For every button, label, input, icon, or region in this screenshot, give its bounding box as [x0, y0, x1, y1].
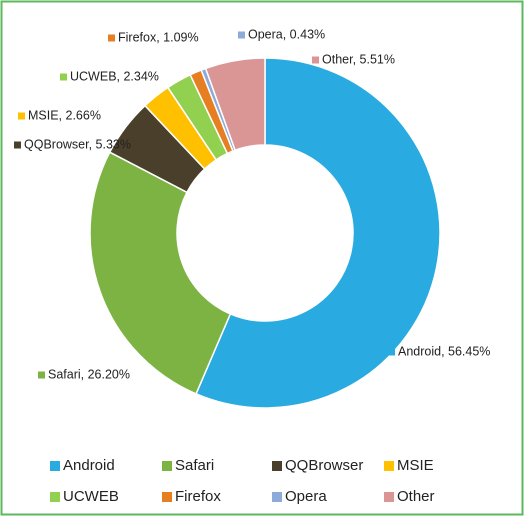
- data-label: Firefox, 1.09%: [118, 30, 199, 44]
- data-label-marker: [18, 112, 25, 120]
- legend-label: Safari: [175, 457, 214, 474]
- legend-label: Firefox: [175, 488, 221, 505]
- legend-marker: [50, 461, 60, 471]
- legend-label: Opera: [285, 488, 327, 505]
- legend-label: QQBrowser: [285, 457, 363, 474]
- legend-label: MSIE: [397, 457, 434, 474]
- legend-label: UCWEB: [63, 488, 119, 505]
- legend-marker: [272, 461, 282, 471]
- data-label: Safari, 26.20%: [48, 367, 130, 381]
- legend-marker: [272, 492, 282, 502]
- legend-marker: [162, 461, 172, 471]
- data-label: QQBrowser, 5.33%: [24, 137, 131, 151]
- legend-marker: [384, 461, 394, 471]
- data-label: Opera, 0.43%: [248, 27, 325, 41]
- data-label: Android, 56.45%: [398, 344, 490, 358]
- donut-segment: [195, 57, 441, 409]
- donut-segment: [204, 57, 266, 152]
- data-label-marker: [238, 31, 245, 39]
- legend-label: Other: [397, 488, 435, 505]
- data-label-marker: [108, 34, 115, 42]
- data-label-marker: [38, 371, 45, 379]
- legend-marker: [384, 492, 394, 502]
- data-label-marker: [60, 73, 67, 81]
- data-label-marker: [312, 56, 319, 64]
- data-label: MSIE, 2.66%: [28, 108, 101, 122]
- legend-marker: [50, 492, 60, 502]
- data-label-marker: [388, 348, 395, 356]
- data-label: Other, 5.51%: [322, 52, 395, 66]
- data-label-marker: [14, 141, 21, 149]
- data-label: UCWEB, 2.34%: [70, 69, 159, 83]
- legend-marker: [162, 492, 172, 502]
- donut-segment: [89, 151, 232, 395]
- legend-label: Android: [63, 457, 115, 474]
